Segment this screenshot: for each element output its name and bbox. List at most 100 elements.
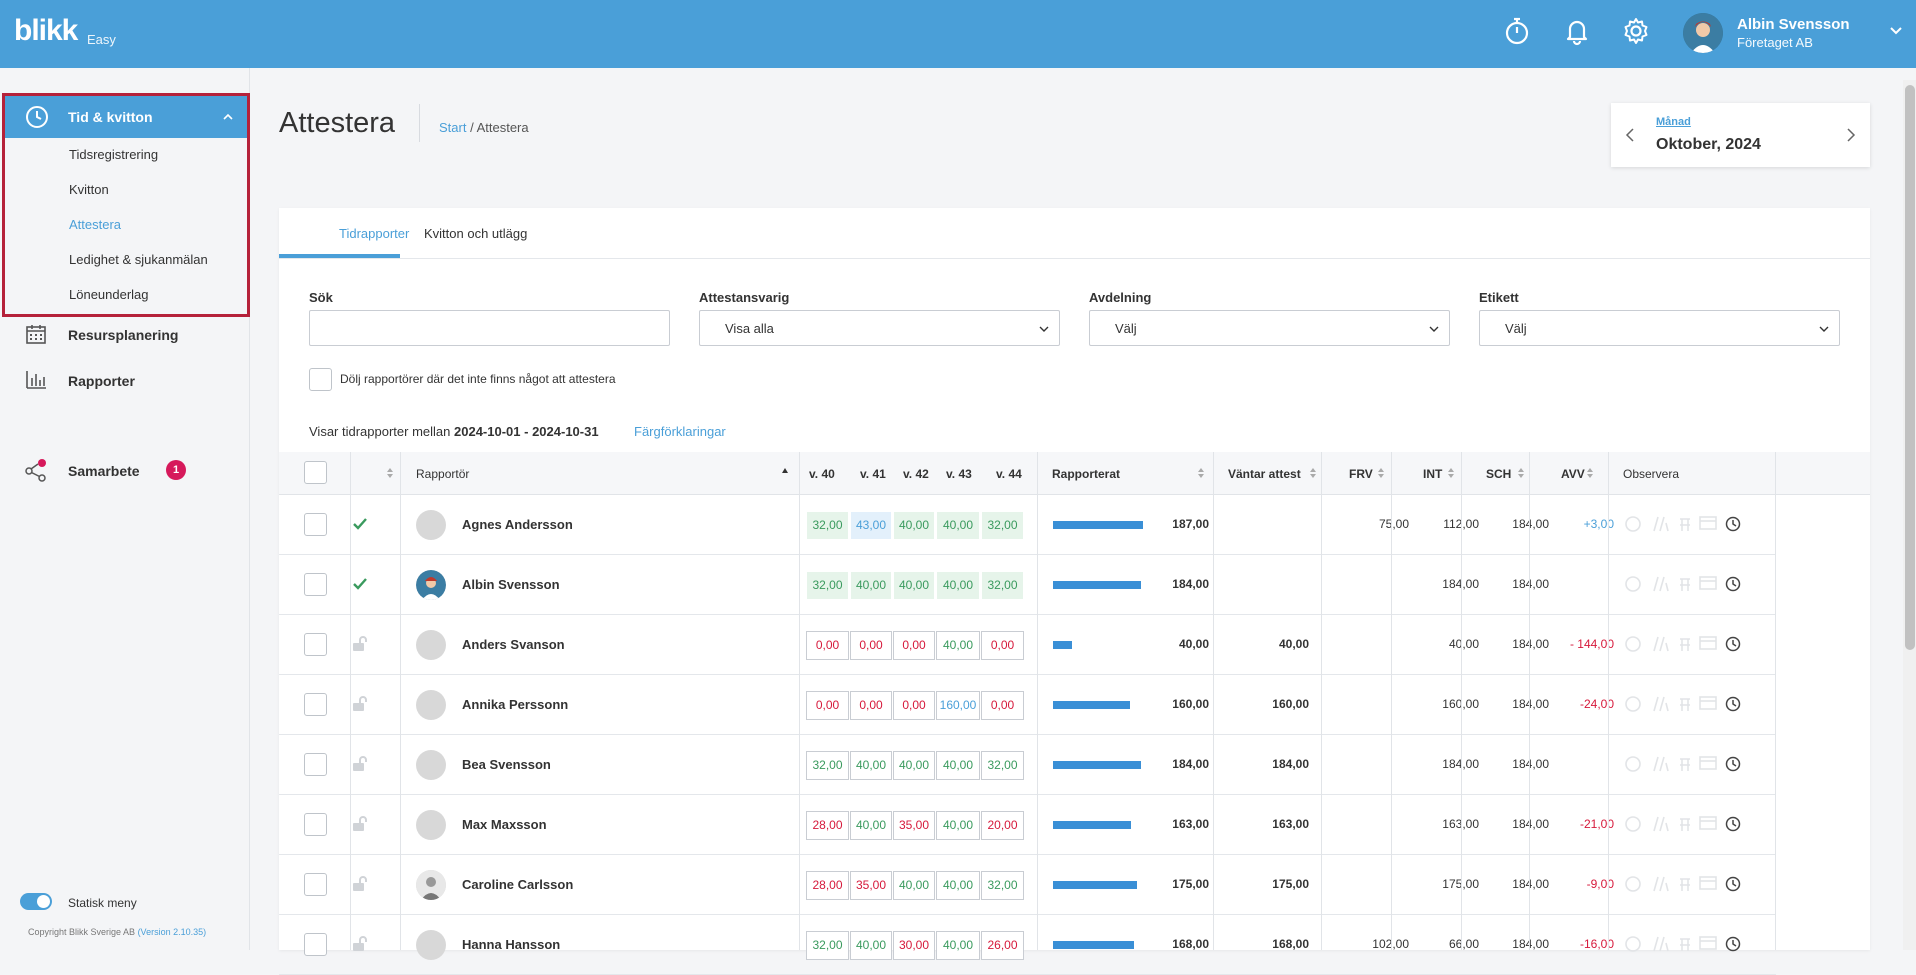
reporter-name[interactable]: Anders Svanson (462, 637, 565, 652)
week-hours-cell[interactable]: 40,00 (893, 511, 935, 540)
table-row[interactable]: Bea Svensson 32,00 40,00 40,00 40,00 32,00 184… (279, 735, 1776, 795)
week-hours-cell[interactable]: 0,00 (850, 691, 892, 720)
week-hours-cell[interactable]: 40,00 (936, 751, 980, 780)
unlock-icon[interactable] (350, 694, 370, 714)
sort-icon[interactable] (1586, 467, 1594, 479)
week-hours-cell[interactable]: 32,00 (806, 931, 849, 960)
col-avv[interactable]: AVV (1561, 467, 1585, 481)
row-checkbox[interactable] (304, 813, 327, 836)
static-menu-toggle[interactable] (20, 893, 52, 910)
row-checkbox[interactable] (304, 753, 327, 776)
reporter-name[interactable]: Caroline Carlsson (462, 877, 574, 892)
reporter-name[interactable]: Agnes Andersson (462, 517, 573, 532)
stopwatch-icon[interactable] (1502, 16, 1532, 46)
hide-empty-checkbox[interactable] (309, 368, 332, 391)
col-sch[interactable]: SCH (1486, 467, 1512, 481)
week-hours-cell[interactable]: 40,00 (936, 931, 980, 960)
table-row[interactable]: Anders Svanson 0,00 0,00 0,00 40,00 0,00 40,00… (279, 615, 1776, 675)
logo[interactable]: blikk (14, 14, 78, 47)
reporter-name[interactable]: Max Maxsson (462, 817, 547, 832)
week-hours-cell[interactable]: 40,00 (936, 811, 980, 840)
reporter-name[interactable]: Annika Perssonn (462, 697, 569, 712)
col-frv[interactable]: FRV (1349, 467, 1373, 481)
week-hours-cell[interactable]: 40,00 (936, 511, 980, 540)
week-hours-cell[interactable]: 43,00 (850, 511, 892, 540)
sort-icon[interactable] (386, 467, 394, 479)
week-hours-cell[interactable]: 40,00 (850, 571, 892, 600)
week-hours-cell[interactable]: 0,00 (893, 631, 935, 660)
week-hours-cell[interactable]: 40,00 (893, 571, 935, 600)
sidebar-subitem-tidsregistrering[interactable]: Tidsregistrering (69, 147, 159, 162)
user-avatar[interactable] (1683, 13, 1723, 53)
week-hours-cell[interactable]: 32,00 (806, 511, 849, 540)
table-row[interactable]: Max Maxsson 28,00 40,00 35,00 40,00 20,00 163,… (279, 795, 1776, 855)
col-int[interactable]: INT (1423, 467, 1443, 481)
period-type-link[interactable]: Månad (1656, 116, 1691, 128)
sidebar-subitem-ledighet[interactable]: Ledighet & sjukanmälan (69, 252, 208, 267)
week-hours-cell[interactable]: 32,00 (981, 871, 1024, 900)
row-checkbox[interactable] (304, 873, 327, 896)
gear-icon[interactable] (1621, 16, 1651, 46)
row-checkbox[interactable] (304, 513, 327, 536)
week-hours-cell[interactable]: 40,00 (893, 871, 935, 900)
week-hours-cell[interactable]: 32,00 (981, 751, 1024, 780)
bell-icon[interactable] (1562, 16, 1592, 46)
chevron-up-icon[interactable] (222, 111, 234, 123)
sort-icon[interactable] (1197, 467, 1205, 479)
week-hours-cell[interactable]: 30,00 (893, 931, 935, 960)
week-hours-cell[interactable]: 0,00 (850, 631, 892, 660)
select-all-checkbox[interactable] (304, 461, 327, 484)
week-hours-cell[interactable]: 28,00 (806, 811, 849, 840)
week-hours-cell[interactable]: 40,00 (893, 751, 935, 780)
reporter-name[interactable]: Bea Svensson (462, 757, 551, 772)
attest-select[interactable]: Visa alla (699, 310, 1060, 346)
unlock-icon[interactable] (350, 754, 370, 774)
sidebar-subitem-kvitton[interactable]: Kvitton (69, 182, 109, 197)
week-hours-cell[interactable]: 26,00 (981, 931, 1024, 960)
chevron-left-icon[interactable] (1623, 127, 1637, 143)
chevron-right-icon[interactable] (1844, 127, 1858, 143)
week-hours-cell[interactable]: 35,00 (893, 811, 935, 840)
department-select[interactable]: Välj (1089, 310, 1450, 346)
row-checkbox[interactable] (304, 933, 327, 956)
week-hours-cell[interactable]: 160,00 (936, 691, 980, 720)
tab-tidrapporter[interactable]: Tidrapporter (339, 226, 410, 241)
chevron-down-icon[interactable] (1888, 22, 1904, 38)
week-hours-cell[interactable]: 0,00 (893, 691, 935, 720)
unlock-icon[interactable] (350, 934, 370, 954)
row-checkbox[interactable] (304, 573, 327, 596)
table-row[interactable]: Hanna Hansson 32,00 40,00 30,00 40,00 26,00 16… (279, 915, 1776, 975)
sidebar-item-tid-kvitton[interactable]: Tid & kvitton (4, 96, 247, 138)
sort-icon[interactable] (1517, 467, 1525, 479)
week-hours-cell[interactable]: 0,00 (981, 691, 1024, 720)
sidebar-subitem-loneunderlag[interactable]: Löneunderlag (69, 287, 149, 302)
week-hours-cell[interactable]: 40,00 (936, 571, 980, 600)
table-row[interactable]: Agnes Andersson 32,00 43,00 40,00 40,00 32,00… (279, 495, 1776, 555)
sort-icon[interactable] (1447, 467, 1455, 479)
sort-icon[interactable] (1309, 467, 1317, 479)
week-hours-cell[interactable]: 40,00 (936, 631, 980, 660)
unlock-icon[interactable] (350, 634, 370, 654)
tag-select[interactable]: Välj (1479, 310, 1840, 346)
week-hours-cell[interactable]: 20,00 (981, 811, 1024, 840)
week-hours-cell[interactable]: 28,00 (806, 871, 849, 900)
sort-asc-icon[interactable] (781, 466, 789, 476)
col-reporter[interactable]: Rapportör (416, 467, 470, 481)
table-row[interactable]: Albin Svensson 32,00 40,00 40,00 40,00 32,00 1… (279, 555, 1776, 615)
scrollbar-thumb[interactable] (1905, 85, 1915, 650)
week-hours-cell[interactable]: 32,00 (981, 571, 1024, 600)
week-hours-cell[interactable]: 32,00 (806, 751, 849, 780)
col-reported[interactable]: Rapporterat (1052, 467, 1121, 481)
week-hours-cell[interactable]: 40,00 (850, 811, 892, 840)
week-hours-cell[interactable]: 40,00 (850, 751, 892, 780)
unlock-icon[interactable] (350, 814, 370, 834)
search-input[interactable] (309, 310, 670, 346)
sidebar-item-rapporter[interactable]: Rapporter (0, 365, 248, 395)
color-legend-link[interactable]: Färgförklaringar (634, 424, 726, 439)
week-hours-cell[interactable]: 0,00 (981, 631, 1024, 660)
week-hours-cell[interactable]: 32,00 (806, 571, 849, 600)
table-row[interactable]: Caroline Carlsson 28,00 35,00 40,00 40,00 32,… (279, 855, 1776, 915)
row-checkbox[interactable] (304, 633, 327, 656)
reporter-name[interactable]: Hanna Hansson (462, 937, 561, 952)
table-row[interactable]: Annika Perssonn 0,00 0,00 0,00 160,00 0,00 160… (279, 675, 1776, 735)
